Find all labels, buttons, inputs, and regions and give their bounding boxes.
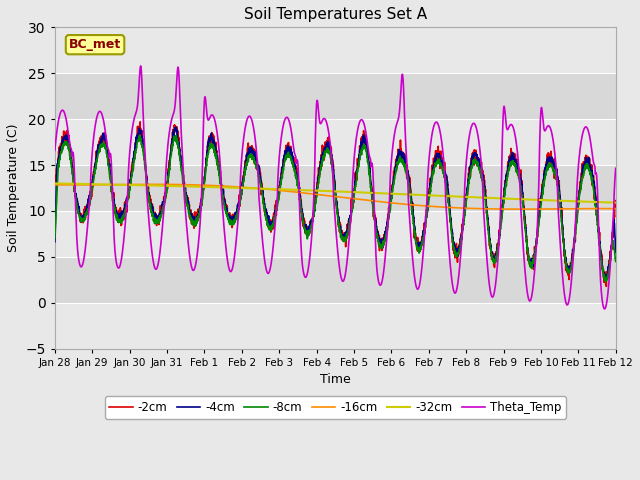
-32cm (612, 200, 620, 205)
Theta_Temp (266, 266, 274, 272)
Bar (55, 119, 616, 165)
-32cm (540, 197, 548, 203)
Theta_Temp (601, 306, 609, 312)
-2cm (148, 201, 156, 207)
Theta_Temp (137, 63, 145, 69)
-2cm (612, 198, 620, 204)
Line: Theta_Temp: Theta_Temp (55, 66, 616, 309)
-2cm (601, 269, 609, 275)
Theta_Temp (148, 252, 156, 258)
X-axis label: Time: Time (320, 373, 351, 386)
-32cm (51, 180, 59, 186)
-8cm (172, 133, 180, 139)
-16cm (51, 182, 59, 188)
-2cm (541, 167, 548, 173)
Bar (55, 303, 616, 348)
Line: -4cm: -4cm (55, 127, 616, 280)
-32cm (266, 186, 274, 192)
Theta_Temp (291, 150, 298, 156)
Bar (55, 73, 616, 119)
Theta_Temp (612, 166, 620, 171)
-2cm (602, 284, 610, 289)
-8cm (612, 259, 620, 264)
-8cm (148, 211, 156, 217)
-32cm (291, 187, 298, 192)
-8cm (602, 279, 609, 285)
-2cm (266, 223, 274, 228)
Theta_Temp (51, 147, 59, 153)
-8cm (51, 235, 59, 241)
-4cm (266, 220, 274, 226)
-4cm (172, 124, 180, 130)
-16cm (612, 206, 620, 212)
-2cm (291, 157, 298, 163)
-16cm (266, 187, 274, 192)
-16cm (601, 206, 609, 212)
-4cm (602, 277, 609, 283)
-8cm (601, 275, 609, 280)
Bar (55, 27, 616, 73)
-16cm (541, 206, 548, 212)
Theta_Temp (541, 128, 548, 133)
-16cm (149, 181, 157, 187)
-4cm (51, 239, 59, 245)
-8cm (541, 178, 548, 184)
Line: -2cm: -2cm (55, 122, 616, 287)
Theta_Temp (601, 306, 609, 312)
-4cm (612, 250, 620, 255)
-8cm (291, 168, 298, 173)
Theta_Temp (115, 265, 123, 271)
-2cm (51, 174, 59, 180)
-2cm (136, 119, 144, 125)
-2cm (115, 219, 123, 225)
-4cm (148, 206, 156, 212)
-8cm (266, 226, 274, 232)
Bar (55, 211, 616, 257)
-4cm (291, 166, 298, 172)
-32cm (115, 182, 123, 188)
-16cm (115, 181, 123, 187)
Text: BC_met: BC_met (69, 38, 121, 51)
Bar (55, 165, 616, 211)
-16cm (291, 189, 298, 195)
-16cm (516, 206, 524, 212)
-4cm (115, 216, 123, 221)
Line: -32cm: -32cm (55, 183, 616, 203)
-8cm (115, 217, 123, 223)
Bar (55, 257, 616, 303)
-4cm (541, 174, 548, 180)
Legend: -2cm, -4cm, -8cm, -16cm, -32cm, Theta_Temp: -2cm, -4cm, -8cm, -16cm, -32cm, Theta_Te… (104, 396, 566, 419)
-32cm (601, 199, 609, 205)
-32cm (148, 182, 156, 188)
Title: Soil Temperatures Set A: Soil Temperatures Set A (244, 7, 427, 22)
Line: -16cm: -16cm (55, 184, 616, 209)
Line: -8cm: -8cm (55, 136, 616, 282)
Y-axis label: Soil Temperature (C): Soil Temperature (C) (7, 124, 20, 252)
-4cm (601, 273, 609, 278)
-16cm (148, 181, 156, 187)
